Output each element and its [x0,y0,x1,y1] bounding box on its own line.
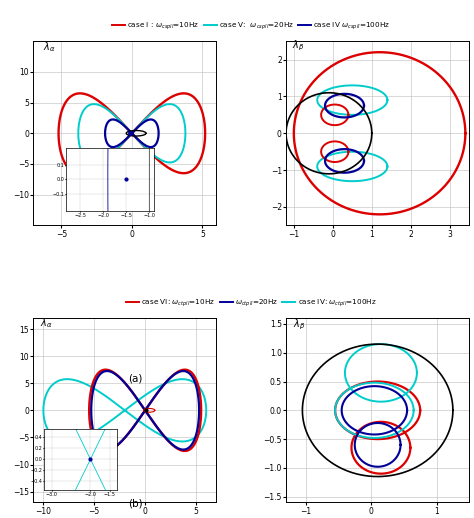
Text: (a): (a) [128,374,142,384]
Legend: case VI: $\omega_{ctpll}$=10Hz, $\omega_{ctpll}$=20Hz, case IV: $\omega_{ctpll}$: case VI: $\omega_{ctpll}$=10Hz, $\omega_… [123,294,379,311]
Text: $\lambda_\beta$: $\lambda_\beta$ [292,317,305,332]
Legend: case I : $\omega_{cspll}$=10Hz, case V:  $\omega_{cspll}$=20Hz, case IV $\omega_: case I : $\omega_{cspll}$=10Hz, case V: … [109,17,393,34]
Text: $\lambda_\alpha$: $\lambda_\alpha$ [40,316,53,330]
Text: (b): (b) [128,499,142,509]
Text: $\lambda_\alpha$: $\lambda_\alpha$ [43,40,55,54]
Text: $\lambda_\beta$: $\lambda_\beta$ [292,39,304,53]
